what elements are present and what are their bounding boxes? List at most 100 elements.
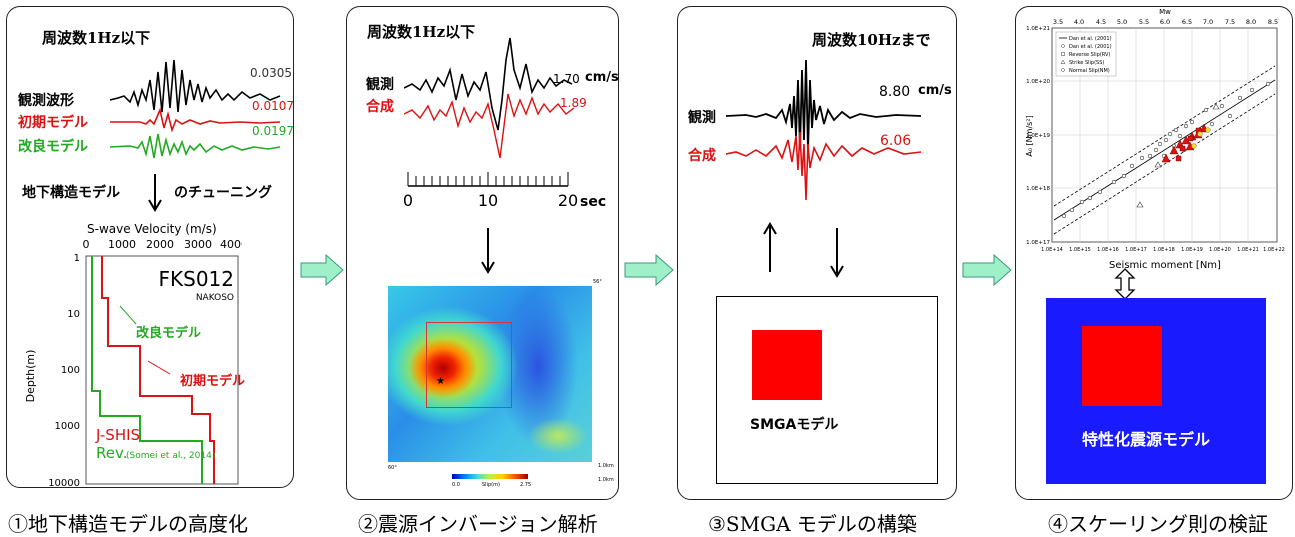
caption-source-inversion: ②震源インバージョン解析 [358, 512, 598, 536]
mw-tick-0: 3.5 [1053, 18, 1063, 26]
scatter-yellow [1191, 127, 1211, 149]
x-tick-5: 1.0E+19 [1181, 247, 1203, 253]
panel1-waveforms [110, 59, 281, 159]
initial-waveform [110, 107, 281, 133]
smga-fault-plane [716, 296, 938, 484]
y-tick-3: 1.0E+18 [1026, 186, 1050, 192]
legend-entry-2: Reverse Slip(RV) [1069, 52, 1110, 58]
caption-underground-model: ①地下構造モデルの高度化 [8, 512, 248, 536]
panel3-label-synthetic: 合成 [688, 148, 716, 164]
mw-tick-9: 8.0 [1246, 18, 1256, 26]
x-tick-3: 1.0E+17 [1125, 247, 1147, 253]
hypocenter-star-icon: ★ [436, 376, 445, 387]
x-tick-2: 1.0E+16 [1097, 247, 1119, 253]
regression-lower [1053, 93, 1276, 235]
legend-entry-4: Normal Slip(NM) [1069, 68, 1110, 74]
station-name: FKS012 [159, 267, 235, 291]
colorbar-label: Slip(m) [482, 482, 500, 488]
mw-tick-labels: 3.5 4.0 4.5 5.0 5.5 6.0 6.5 7.0 7.5 8.0 … [1053, 18, 1278, 26]
smga-rectangle-outline [426, 322, 512, 408]
down-arrow-icon [148, 174, 162, 212]
x-tick-labels: 1.0E+14 1.0E+15 1.0E+16 1.0E+17 1.0E+18 … [1041, 247, 1285, 253]
tuning-label-right: のチューニング [174, 185, 272, 201]
smga-model-label: SMGAモデル [750, 417, 839, 433]
legend-rev-ref: (Somei et al., 2014) [126, 451, 215, 461]
colorbar-min: 0.0 [452, 482, 460, 488]
x-tick-1: 1.0E+15 [1069, 247, 1091, 253]
panel3-synthetic-waveform [726, 131, 922, 201]
velocity-plot-frame [85, 255, 239, 485]
x-tick-7: 1.0E+21 [1237, 247, 1259, 253]
improved-annotation-leader [119, 305, 137, 325]
legend-entry-0: Dan et al. (2001) [1069, 36, 1112, 42]
flow-arrow-2-icon [624, 254, 674, 286]
panel3-observed-waveform [726, 59, 922, 153]
amp-improved: 0.0197 [252, 124, 294, 138]
slip-distribution-map [388, 286, 592, 462]
velocity-profile-chart: 0 1000 2000 3000 4000 1 10 100 1000 1000… [24, 238, 242, 488]
scaling-law-chart: Mw 3.5 4.0 4.5 5.0 5.5 6.0 6.5 7.0 7.5 8… [1025, 8, 1285, 271]
legend-entry-1: Dan et al. (2001) [1069, 44, 1112, 50]
panel3-label-observed: 観測 [688, 110, 716, 126]
panel3-down-arrow-icon [830, 228, 844, 278]
x-tick-6: 1.0E+20 [1209, 247, 1231, 253]
depth-tick-4: 10000 [48, 478, 80, 488]
mw-tick-7: 7.0 [1203, 18, 1213, 26]
legend-jshis: J-SHIS [95, 426, 140, 444]
scaling-legend: Dan et al. (2001) Dan et al. (2001) Reve… [1055, 31, 1117, 77]
panel2-label-observed: 観測 [366, 77, 394, 93]
time-axis: 0 10 20 sec [403, 172, 606, 210]
panel2-waveforms [404, 37, 575, 159]
depth-tick-labels: 1 10 100 1000 10000 [48, 253, 80, 488]
station-subname: NAKOSO [196, 293, 234, 303]
velocity-axis-title: S-wave Velocity (m/s) [87, 222, 217, 236]
time-tick-10: 10 [478, 191, 498, 210]
scatter-triangles [1136, 103, 1220, 208]
label-improved-model: 改良モデル [18, 139, 88, 155]
label-observed-waveform: 観測波形 [18, 93, 74, 109]
slip-colorbar [452, 474, 528, 479]
y-tick-4: 1.0E+17 [1026, 240, 1050, 246]
x-axis-label: Seismic moment [Nm] [1109, 260, 1221, 271]
amp-observed: 0.0305 [250, 66, 292, 80]
mw-tick-4: 5.5 [1139, 18, 1149, 26]
panel3-waveforms [726, 59, 922, 201]
mw-tick-10: 8.5 [1268, 18, 1278, 26]
time-tick-0: 0 [403, 191, 413, 210]
legend-rev: Rev. [96, 444, 127, 462]
y-axis-label: A₀ [Nm/s²] [1025, 115, 1034, 156]
improved-waveform [110, 133, 281, 159]
panel3-amp-synthetic: 6.06 [880, 133, 912, 149]
mw-tick-2: 4.5 [1096, 18, 1106, 26]
vel-tick-0: 0 [83, 238, 90, 251]
map-corner-bl: 60° [388, 465, 397, 471]
x-tick-4: 1.0E+18 [1153, 247, 1175, 253]
panel3-amp-observed: 8.80 [879, 84, 911, 100]
smga-block [752, 330, 822, 400]
vel-tick-1: 1000 [108, 238, 136, 251]
mw-tick-8: 7.5 [1225, 18, 1235, 26]
mw-tick-5: 6.0 [1160, 18, 1170, 26]
legend-entry-3: Strike Slip(SS) [1069, 60, 1104, 66]
depth-tick-1: 10 [67, 309, 80, 320]
double-headed-arrow-icon [1114, 268, 1136, 300]
observed-waveform [110, 59, 281, 113]
annotation-improved-model: 改良モデル [136, 326, 202, 341]
depth-axis-label: Depth(m) [24, 350, 37, 403]
panel3-heading: 周波数10Hzまで [812, 31, 931, 49]
y-tick-labels: 1.0E+21 1.0E+20 1.0E+19 1.0E+18 1.0E+17 [1026, 26, 1050, 246]
up-arrow-icon [763, 222, 777, 272]
x-tick-8: 1.0E+22 [1263, 247, 1285, 253]
tuning-label-left: 地下構造モデル [22, 185, 120, 201]
mw-tick-6: 6.5 [1182, 18, 1192, 26]
y-tick-2: 1.0E+19 [1026, 133, 1050, 139]
map-corner-tr: 56° [593, 279, 602, 285]
vel-tick-4: 4000 [220, 238, 242, 251]
panel2-amp-observed: 1.70 [553, 72, 580, 86]
caption-smga-model: ③SMGA モデルの構築 [708, 512, 917, 536]
depth-tick-2: 100 [61, 365, 80, 376]
panel1-heading: 周波数1Hz以下 [42, 29, 151, 47]
regression-upper [1053, 65, 1276, 207]
mw-axis-label: Mw [1159, 8, 1171, 16]
depth-tick-3: 1000 [55, 421, 80, 432]
